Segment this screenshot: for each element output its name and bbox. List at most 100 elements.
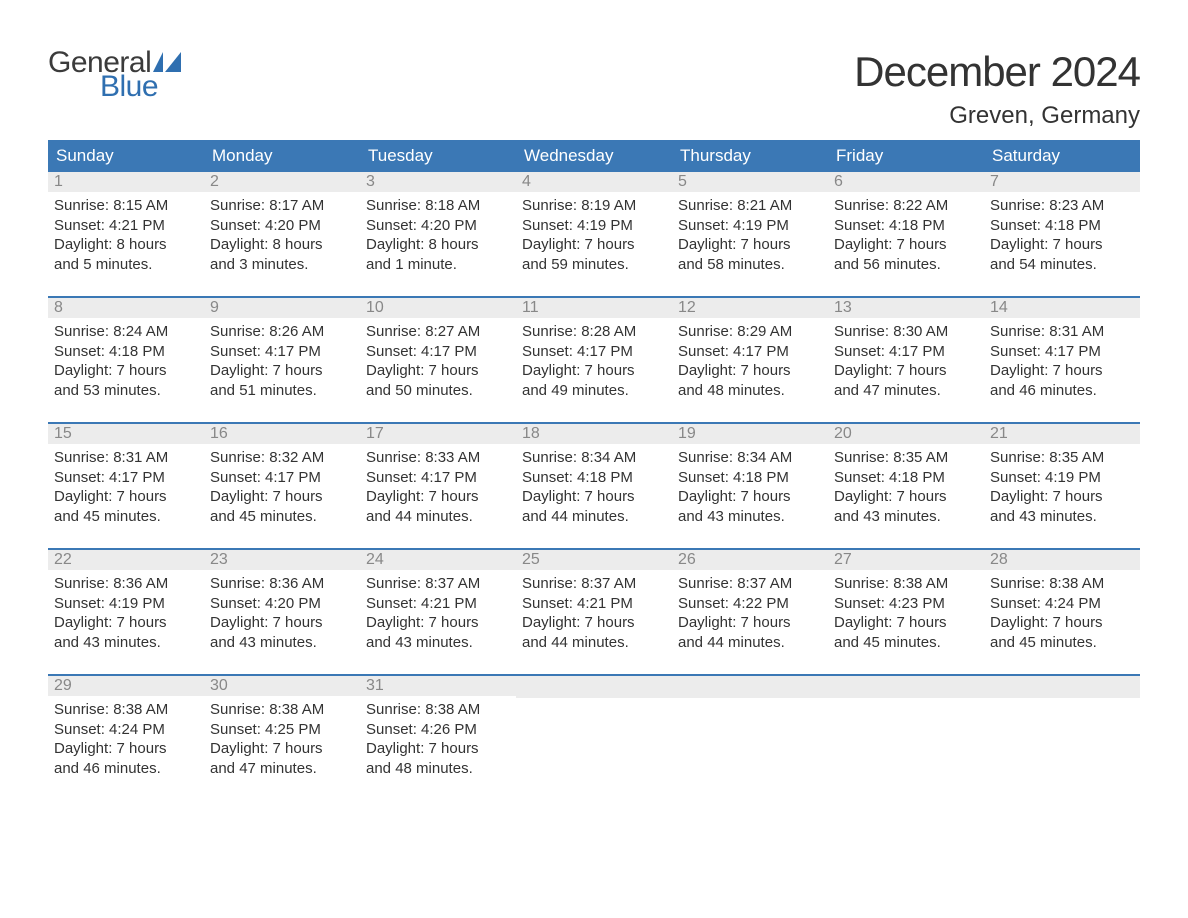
day-day1: Daylight: 7 hours	[678, 613, 822, 633]
month-title: December 2024	[854, 48, 1140, 96]
weekday-header-cell: Monday	[204, 140, 360, 172]
day-body: Sunrise: 8:24 AMSunset: 4:18 PMDaylight:…	[48, 318, 204, 400]
day-cell: 20Sunrise: 8:35 AMSunset: 4:18 PMDayligh…	[828, 424, 984, 532]
day-body: Sunrise: 8:33 AMSunset: 4:17 PMDaylight:…	[360, 444, 516, 526]
day-sunrise: Sunrise: 8:38 AM	[366, 700, 510, 720]
day-day2: and 47 minutes.	[834, 381, 978, 401]
day-day1: Daylight: 7 hours	[54, 361, 198, 381]
day-sunrise: Sunrise: 8:27 AM	[366, 322, 510, 342]
day-sunrise: Sunrise: 8:15 AM	[54, 196, 198, 216]
day-sunset: Sunset: 4:18 PM	[678, 468, 822, 488]
logo-text-blue: Blue	[100, 72, 181, 102]
day-sunset: Sunset: 4:17 PM	[210, 342, 354, 362]
day-day1: Daylight: 7 hours	[366, 487, 510, 507]
day-day2: and 45 minutes.	[54, 507, 198, 527]
day-cell: 19Sunrise: 8:34 AMSunset: 4:18 PMDayligh…	[672, 424, 828, 532]
day-day1: Daylight: 7 hours	[210, 361, 354, 381]
weekday-header-cell: Sunday	[48, 140, 204, 172]
day-cell: 24Sunrise: 8:37 AMSunset: 4:21 PMDayligh…	[360, 550, 516, 658]
day-number: 8	[48, 298, 204, 318]
day-day2: and 46 minutes.	[990, 381, 1134, 401]
day-day2: and 44 minutes.	[522, 507, 666, 527]
day-sunset: Sunset: 4:18 PM	[54, 342, 198, 362]
day-body: Sunrise: 8:31 AMSunset: 4:17 PMDaylight:…	[984, 318, 1140, 400]
day-number: 25	[516, 550, 672, 570]
day-day1: Daylight: 7 hours	[522, 235, 666, 255]
day-cell	[672, 676, 828, 784]
day-body: Sunrise: 8:38 AMSunset: 4:25 PMDaylight:…	[204, 696, 360, 778]
day-day2: and 43 minutes.	[678, 507, 822, 527]
day-cell: 13Sunrise: 8:30 AMSunset: 4:17 PMDayligh…	[828, 298, 984, 406]
day-sunset: Sunset: 4:26 PM	[366, 720, 510, 740]
day-sunset: Sunset: 4:21 PM	[54, 216, 198, 236]
day-sunset: Sunset: 4:17 PM	[54, 468, 198, 488]
day-sunset: Sunset: 4:19 PM	[678, 216, 822, 236]
day-sunrise: Sunrise: 8:34 AM	[678, 448, 822, 468]
day-sunrise: Sunrise: 8:32 AM	[210, 448, 354, 468]
day-day2: and 48 minutes.	[366, 759, 510, 779]
week-row: 1Sunrise: 8:15 AMSunset: 4:21 PMDaylight…	[48, 172, 1140, 280]
day-day2: and 58 minutes.	[678, 255, 822, 275]
day-day2: and 5 minutes.	[54, 255, 198, 275]
day-number: 28	[984, 550, 1140, 570]
day-body: Sunrise: 8:17 AMSunset: 4:20 PMDaylight:…	[204, 192, 360, 274]
day-number: 17	[360, 424, 516, 444]
day-sunset: Sunset: 4:18 PM	[990, 216, 1134, 236]
day-day2: and 43 minutes.	[990, 507, 1134, 527]
day-cell	[984, 676, 1140, 784]
day-day1: Daylight: 8 hours	[54, 235, 198, 255]
day-cell	[516, 676, 672, 784]
day-cell: 2Sunrise: 8:17 AMSunset: 4:20 PMDaylight…	[204, 172, 360, 280]
day-number: 2	[204, 172, 360, 192]
day-cell: 12Sunrise: 8:29 AMSunset: 4:17 PMDayligh…	[672, 298, 828, 406]
day-day1: Daylight: 7 hours	[210, 487, 354, 507]
day-sunset: Sunset: 4:17 PM	[366, 468, 510, 488]
day-body: Sunrise: 8:23 AMSunset: 4:18 PMDaylight:…	[984, 192, 1140, 274]
day-cell: 21Sunrise: 8:35 AMSunset: 4:19 PMDayligh…	[984, 424, 1140, 532]
day-cell: 16Sunrise: 8:32 AMSunset: 4:17 PMDayligh…	[204, 424, 360, 532]
day-body: Sunrise: 8:15 AMSunset: 4:21 PMDaylight:…	[48, 192, 204, 274]
weekday-header-cell: Thursday	[672, 140, 828, 172]
day-cell: 9Sunrise: 8:26 AMSunset: 4:17 PMDaylight…	[204, 298, 360, 406]
day-number: 6	[828, 172, 984, 192]
day-cell: 18Sunrise: 8:34 AMSunset: 4:18 PMDayligh…	[516, 424, 672, 532]
day-cell: 14Sunrise: 8:31 AMSunset: 4:17 PMDayligh…	[984, 298, 1140, 406]
day-day2: and 43 minutes.	[366, 633, 510, 653]
day-sunrise: Sunrise: 8:18 AM	[366, 196, 510, 216]
day-day1: Daylight: 7 hours	[54, 739, 198, 759]
day-cell: 31Sunrise: 8:38 AMSunset: 4:26 PMDayligh…	[360, 676, 516, 784]
day-day1: Daylight: 7 hours	[834, 613, 978, 633]
day-number: 30	[204, 676, 360, 696]
day-sunrise: Sunrise: 8:38 AM	[54, 700, 198, 720]
day-number: 20	[828, 424, 984, 444]
day-cell: 8Sunrise: 8:24 AMSunset: 4:18 PMDaylight…	[48, 298, 204, 406]
day-number-empty	[984, 676, 1140, 698]
day-day1: Daylight: 7 hours	[834, 361, 978, 381]
day-sunrise: Sunrise: 8:22 AM	[834, 196, 978, 216]
day-day1: Daylight: 7 hours	[54, 613, 198, 633]
day-cell: 26Sunrise: 8:37 AMSunset: 4:22 PMDayligh…	[672, 550, 828, 658]
day-body: Sunrise: 8:36 AMSunset: 4:19 PMDaylight:…	[48, 570, 204, 652]
day-day2: and 54 minutes.	[990, 255, 1134, 275]
day-sunset: Sunset: 4:21 PM	[366, 594, 510, 614]
day-sunset: Sunset: 4:18 PM	[522, 468, 666, 488]
day-number: 7	[984, 172, 1140, 192]
weekday-header-cell: Friday	[828, 140, 984, 172]
day-day1: Daylight: 7 hours	[990, 235, 1134, 255]
day-number: 5	[672, 172, 828, 192]
day-sunrise: Sunrise: 8:36 AM	[54, 574, 198, 594]
day-day1: Daylight: 7 hours	[522, 487, 666, 507]
day-number: 14	[984, 298, 1140, 318]
page-header: General Blue December 2024 Greven, Germa…	[48, 48, 1140, 130]
day-sunset: Sunset: 4:24 PM	[990, 594, 1134, 614]
day-sunset: Sunset: 4:21 PM	[522, 594, 666, 614]
day-sunset: Sunset: 4:19 PM	[54, 594, 198, 614]
day-sunrise: Sunrise: 8:30 AM	[834, 322, 978, 342]
day-day2: and 43 minutes.	[210, 633, 354, 653]
day-number: 1	[48, 172, 204, 192]
day-body: Sunrise: 8:26 AMSunset: 4:17 PMDaylight:…	[204, 318, 360, 400]
day-sunrise: Sunrise: 8:38 AM	[834, 574, 978, 594]
day-day1: Daylight: 7 hours	[990, 613, 1134, 633]
day-day2: and 45 minutes.	[990, 633, 1134, 653]
day-body: Sunrise: 8:38 AMSunset: 4:26 PMDaylight:…	[360, 696, 516, 778]
